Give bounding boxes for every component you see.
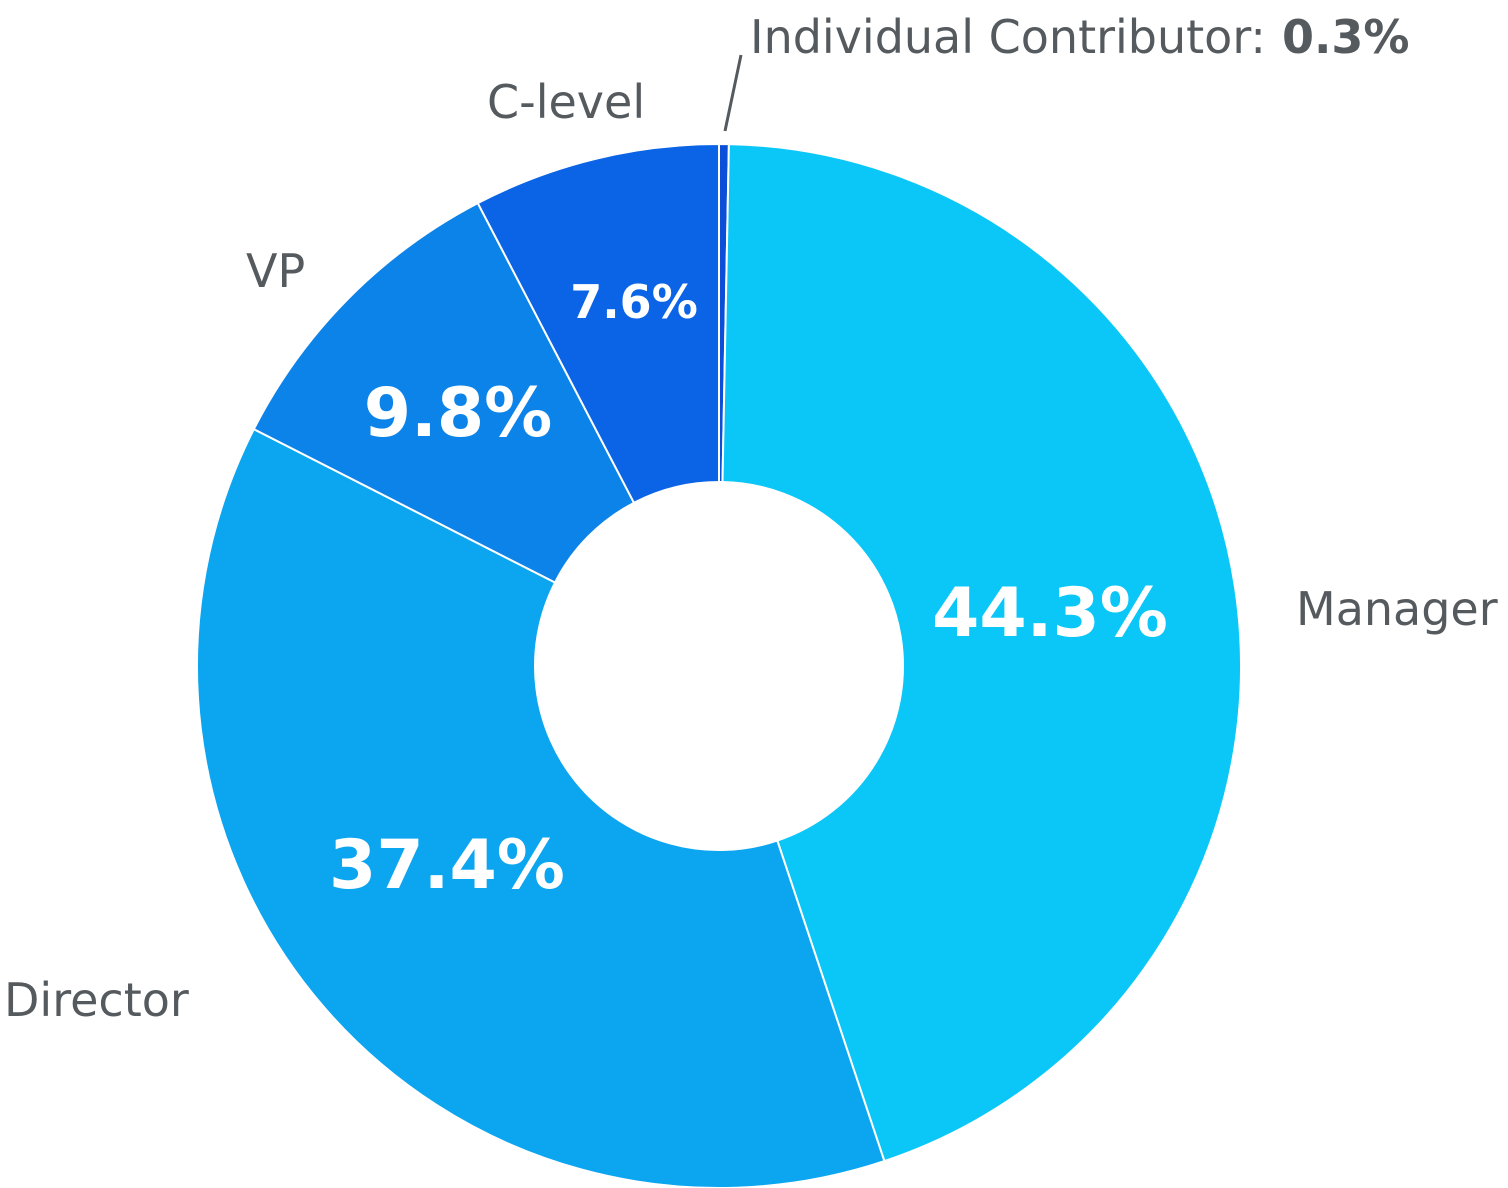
annotation-value: 0.3% bbox=[1282, 10, 1410, 64]
donut-hole bbox=[535, 482, 903, 850]
category-label-c-level: C-level bbox=[487, 75, 645, 129]
svg-text:Individual Contributor:: Individual Contributor: 0.3% bbox=[750, 10, 1410, 64]
annotation-individual-contributor: Individual Contributor: 0.3% bbox=[723, 10, 1410, 132]
annotation-leader-line bbox=[723, 54, 743, 132]
value-label-manager: 44.3% bbox=[932, 574, 1168, 653]
category-label-manager: Manager bbox=[1296, 582, 1498, 636]
labels: Manager 44.3% Director 37.4% VP 9.8% C-level 7.… bbox=[4, 75, 1498, 1027]
category-label-director: Director bbox=[4, 973, 189, 1027]
value-label-director: 37.4% bbox=[329, 826, 565, 905]
slices bbox=[196, 142, 1242, 1188]
value-label-vp: 9.8% bbox=[364, 374, 553, 453]
annotation-name: Individual Contributor: bbox=[750, 10, 1266, 64]
value-label-c-level: 7.6% bbox=[570, 275, 698, 329]
category-label-vp: VP bbox=[246, 244, 305, 298]
